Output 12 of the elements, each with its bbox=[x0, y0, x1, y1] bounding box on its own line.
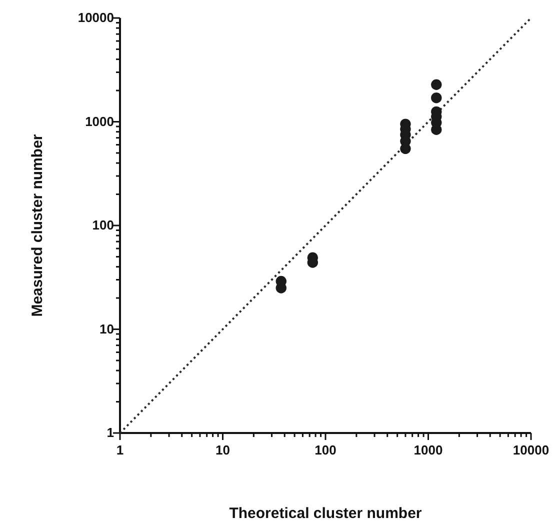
x-tick-label: 1 bbox=[116, 442, 124, 458]
y-tick-label: 10 bbox=[100, 321, 114, 336]
y-tick-label: 1000 bbox=[85, 114, 114, 129]
y-tick-label: 100 bbox=[92, 218, 114, 233]
x-tick-label: 100 bbox=[314, 442, 336, 458]
x-tick-label: 1000 bbox=[414, 442, 443, 458]
y-tick-label: 10000 bbox=[78, 10, 114, 26]
x-tick-label: 10000 bbox=[512, 442, 550, 458]
y-tick-label: 1 bbox=[106, 425, 114, 440]
x-tick-label: 10 bbox=[216, 442, 230, 458]
x-axis-title: Theoretical cluster number bbox=[229, 505, 422, 522]
y-axis-title: Measured cluster number bbox=[29, 134, 46, 317]
